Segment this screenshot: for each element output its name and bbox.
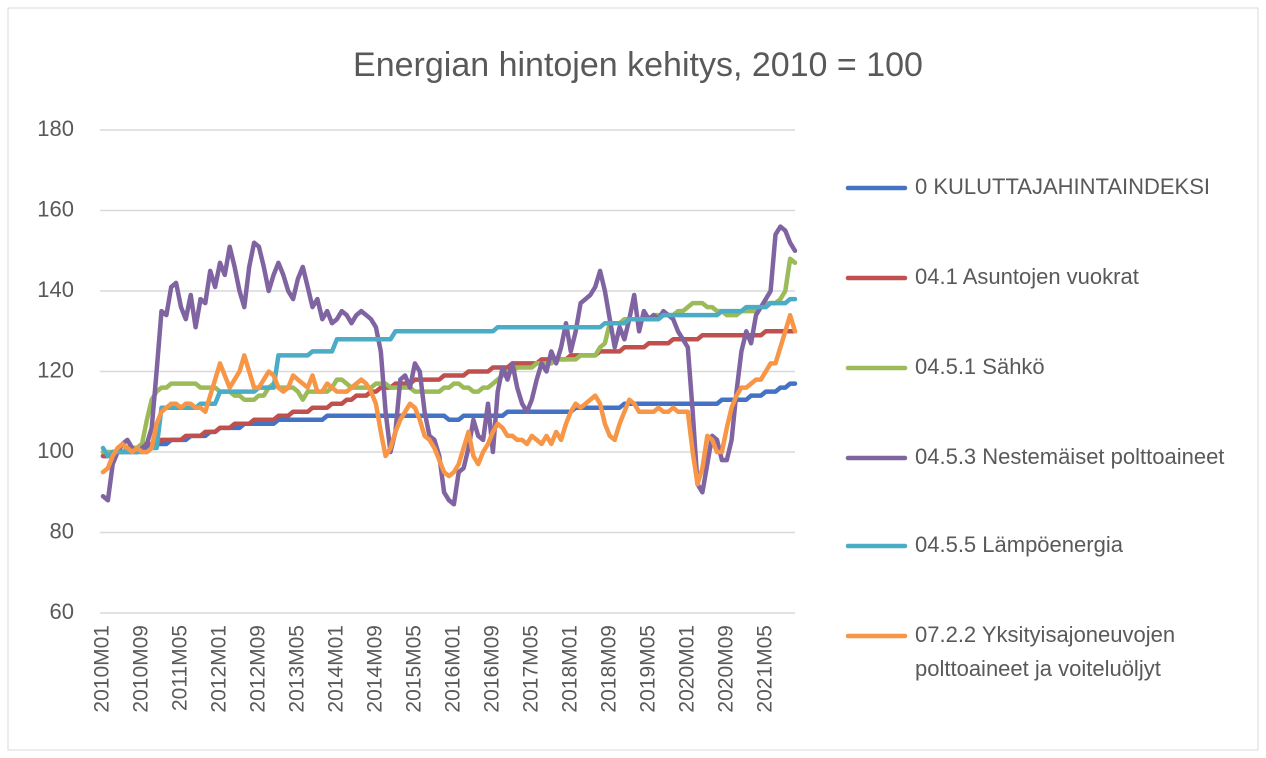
legend-label-line: 04.5.1 Sähkö bbox=[915, 354, 1045, 379]
legend-label: 0 KULUTTAJAHINTAINDEKSI bbox=[915, 174, 1210, 199]
x-tick-label: 2016M09 bbox=[480, 625, 503, 713]
legend-label: 04.1 Asuntojen vuokrat bbox=[915, 264, 1139, 289]
series-line bbox=[100, 296, 798, 459]
y-tick-label: 60 bbox=[50, 599, 74, 624]
legend-label-line: 07.2.2 Yksityisajoneuvojen bbox=[915, 622, 1181, 647]
x-tick-label: 2010M09 bbox=[130, 625, 153, 713]
y-tick-label: 80 bbox=[50, 518, 74, 543]
x-tick-label: 2018M01 bbox=[558, 625, 581, 713]
x-tick-label: 2017M05 bbox=[519, 625, 542, 713]
series-line bbox=[100, 224, 798, 507]
legend-label: 04.5.5 Lämpöenergia bbox=[915, 532, 1124, 557]
x-tick-label: 2019M05 bbox=[636, 625, 659, 713]
x-tick-label: 2015M05 bbox=[402, 625, 425, 713]
x-tick-label: 2010M01 bbox=[91, 625, 114, 713]
x-tick-label: 2021M05 bbox=[753, 625, 776, 713]
legend-label-line: polttoaineet ja voiteluöljyt bbox=[915, 656, 1161, 681]
legend-label-line: 04.5.5 Lämpöenergia bbox=[915, 532, 1124, 557]
y-tick-label: 180 bbox=[37, 116, 74, 141]
x-tick-label: 2020M01 bbox=[675, 625, 698, 713]
legend-label: 04.5.1 Sähkö bbox=[915, 354, 1045, 379]
x-tick-label: 2012M01 bbox=[208, 625, 231, 713]
x-tick-label: 2014M09 bbox=[363, 625, 386, 713]
x-tick-label: 2011M05 bbox=[169, 625, 192, 711]
y-tick-label: 120 bbox=[37, 357, 74, 382]
y-tick-label: 100 bbox=[37, 438, 74, 463]
y-tick-label: 140 bbox=[37, 277, 74, 302]
x-tick-label: 2013M05 bbox=[285, 625, 308, 713]
legend-label-line: 0 KULUTTAJAHINTAINDEKSI bbox=[915, 174, 1210, 199]
legend-label: 04.5.3 Nestemäiset polttoaineet bbox=[915, 444, 1224, 469]
x-tick-label: 2014M01 bbox=[324, 625, 347, 713]
x-tick-label: 2020M09 bbox=[714, 625, 737, 713]
legend-label: 07.2.2 Yksityisajoneuvojen polttoaineet … bbox=[915, 622, 1181, 681]
y-tick-label: 160 bbox=[37, 196, 74, 221]
x-tick-label: 2016M01 bbox=[441, 625, 464, 713]
series-line bbox=[100, 312, 798, 487]
series-line bbox=[100, 329, 798, 459]
x-tick-label: 2012M09 bbox=[246, 625, 269, 713]
legend-label-line: 04.1 Asuntojen vuokrat bbox=[915, 264, 1139, 289]
x-tick-label: 2018M09 bbox=[597, 625, 620, 713]
chart-title: Energian hintojen kehitys, 2010 = 100 bbox=[353, 46, 923, 84]
legend-label-line: 04.5.3 Nestemäiset polttoaineet bbox=[915, 444, 1224, 469]
